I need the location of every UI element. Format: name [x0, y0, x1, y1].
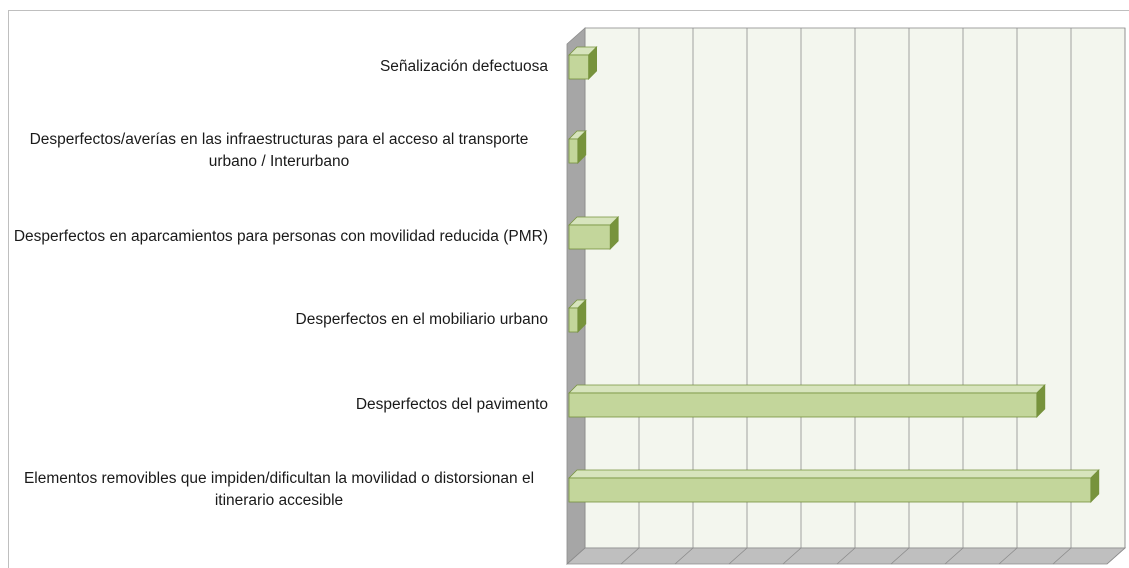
category-label: Desperfectos del pavimento	[355, 396, 548, 413]
category-label: Desperfectos en el mobiliario urbano	[295, 311, 548, 328]
bar-front	[568, 477, 1092, 503]
bar	[568, 299, 587, 333]
bar	[568, 216, 620, 250]
bar-front	[568, 307, 579, 333]
floor-grid-line	[620, 547, 640, 565]
floor-grid-line	[674, 547, 694, 565]
category-label: Desperfectos en aparcamientos para perso…	[13, 228, 548, 245]
category-label-box: Desperfectos/averías en las infraestruct…	[10, 129, 548, 173]
bar-front	[568, 392, 1038, 418]
bar	[568, 469, 1100, 503]
category-label-box: Elementos removibles que impiden/dificul…	[10, 468, 548, 512]
floor-grid-line	[836, 547, 856, 565]
floor-grid-line	[1106, 547, 1126, 565]
floor-grid-line	[1052, 547, 1072, 565]
bar-front	[568, 224, 611, 250]
floor-grid-line	[782, 547, 802, 565]
category-label-box: Desperfectos en el mobiliario urbano	[10, 309, 548, 331]
floor-grid-line	[998, 547, 1018, 565]
category-label: Elementos removibles que impiden/dificul…	[23, 470, 535, 509]
bar	[568, 384, 1046, 418]
category-label: Señalización defectuosa	[379, 58, 548, 75]
category-label: Desperfectos/averías en las infraestruct…	[29, 131, 529, 170]
floor-grid-line	[944, 547, 964, 565]
category-label-box: Desperfectos del pavimento	[10, 394, 548, 416]
category-label-box: Desperfectos en aparcamientos para perso…	[10, 226, 548, 248]
bar-top	[568, 469, 1100, 479]
bar-front	[568, 138, 579, 164]
bar-top	[568, 216, 620, 226]
floor-grid-line	[728, 547, 748, 565]
bar	[568, 46, 598, 80]
bar-top	[568, 384, 1046, 394]
category-label-box: Señalización defectuosa	[10, 56, 548, 78]
floor-grid-line	[890, 547, 910, 565]
bar-front	[568, 54, 590, 80]
floor-grid-line	[566, 547, 586, 565]
bar	[568, 130, 587, 164]
chart-frame	[8, 10, 1129, 568]
